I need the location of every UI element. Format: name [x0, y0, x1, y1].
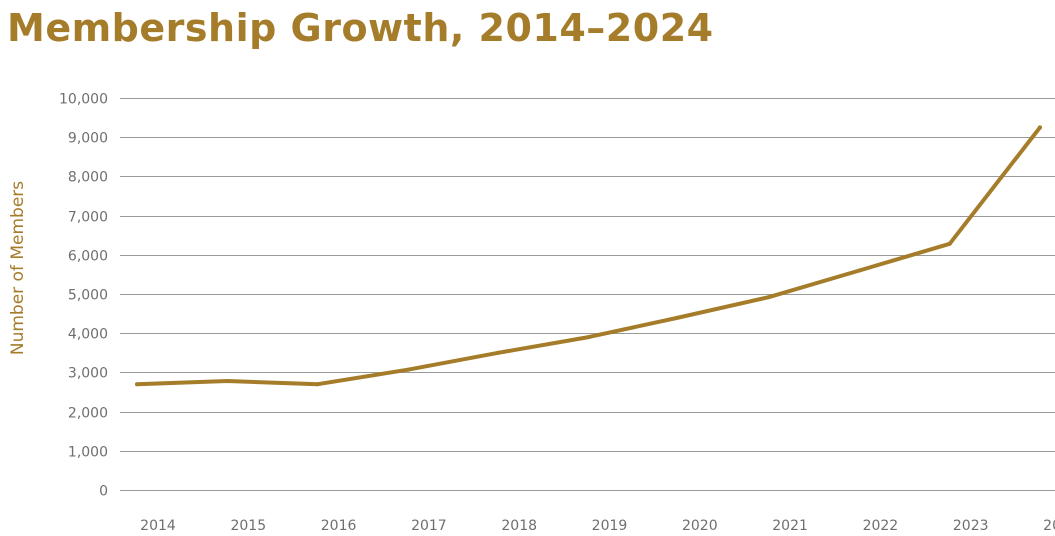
- x-tick-label: 2023: [953, 518, 989, 534]
- x-tick-label: 2021: [772, 518, 808, 534]
- data-point: [947, 241, 952, 246]
- y-tick-label: 9,000: [68, 131, 108, 147]
- chart-title: Membership Growth, 2014–2024: [7, 6, 714, 50]
- x-tick-labels: 2014 2015 2016 2017 2018 2019 2020 2021 2022 2023…: [140, 518, 1055, 534]
- y-tick-label: 8,000: [68, 170, 108, 186]
- x-tick-label: 2014: [140, 518, 176, 534]
- y-tick-label: 3,000: [68, 366, 108, 382]
- data-point: [586, 335, 591, 340]
- data-point: [1038, 125, 1042, 130]
- x-tick-label: 2017: [411, 518, 447, 534]
- y-tick-labels: 0 1,000 2,000 3,000 4,000 5,000 6,000 7,000 8,00…: [59, 92, 108, 500]
- data-point: [676, 315, 681, 320]
- data-point: [496, 350, 501, 355]
- data-point: [225, 379, 230, 383]
- y-tick-label: 4,000: [68, 327, 108, 343]
- y-tick-label: 10,000: [59, 92, 108, 108]
- x-tick-label: 2016: [321, 518, 357, 534]
- data-point: [767, 295, 772, 300]
- y-tick-label: 5,000: [68, 288, 108, 304]
- data-point: [405, 367, 410, 372]
- x-tick-label: 2024: [1043, 518, 1055, 534]
- x-tick-label: 2019: [592, 518, 628, 534]
- y-tick-label: 7,000: [68, 210, 108, 226]
- x-tick-label: 2015: [230, 518, 266, 534]
- x-tick-label: 2020: [682, 518, 718, 534]
- data-point: [315, 382, 320, 387]
- gridlines: [120, 98, 1055, 491]
- y-tick-label: 2,000: [68, 406, 108, 422]
- y-tick-label: 0: [99, 484, 108, 500]
- data-point: [135, 382, 139, 387]
- data-point: [857, 268, 862, 273]
- x-tick-label: 2018: [501, 518, 537, 534]
- y-tick-label: 6,000: [68, 249, 108, 265]
- y-tick-label: 1,000: [68, 445, 108, 461]
- series-layer: [135, 125, 1042, 387]
- x-tick-label: 2022: [863, 518, 899, 534]
